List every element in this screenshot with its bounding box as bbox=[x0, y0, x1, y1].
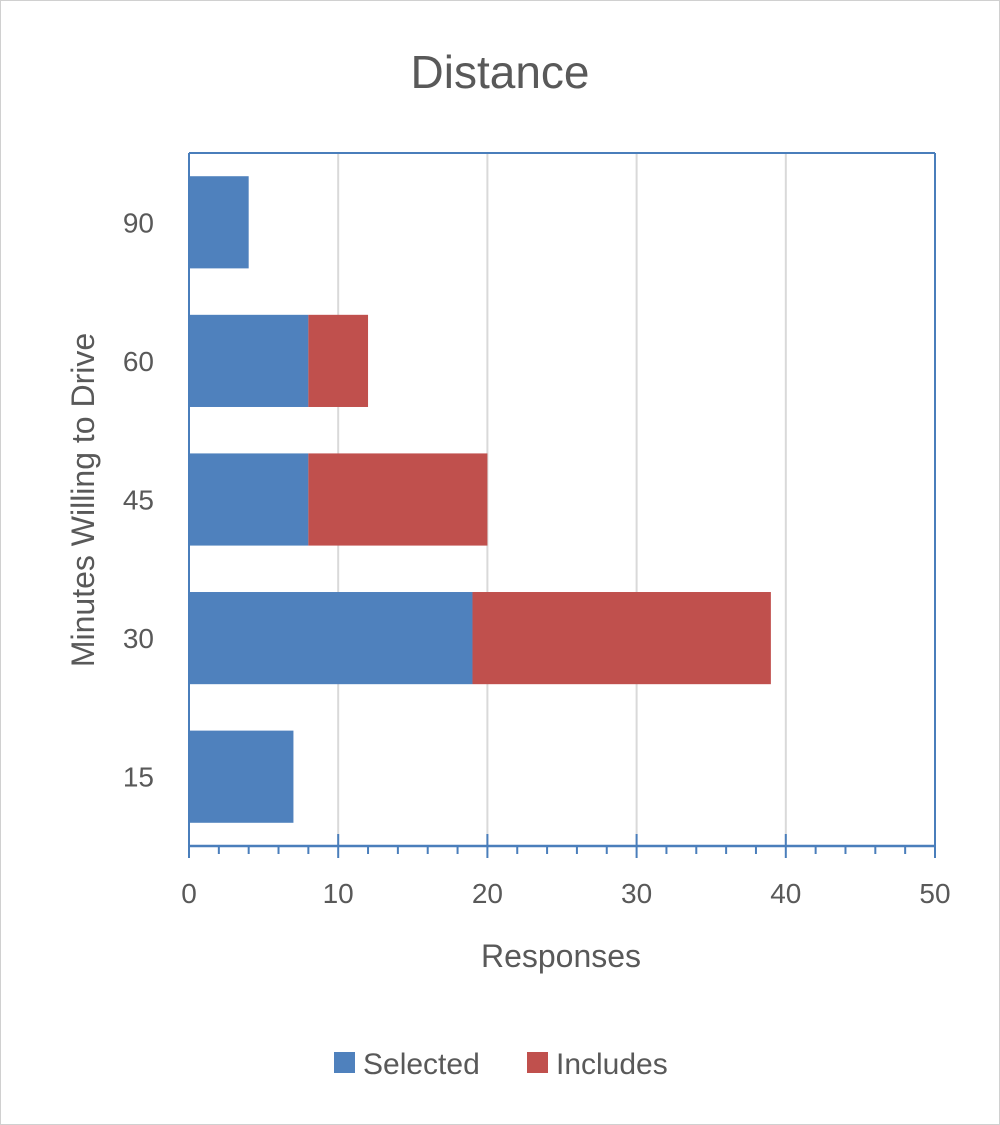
bar-includes-30 bbox=[472, 592, 771, 685]
y-tick-label: 30 bbox=[123, 623, 154, 654]
axes bbox=[188, 152, 936, 858]
y-axis-label: Minutes Willing to Drive bbox=[65, 333, 101, 667]
bars bbox=[189, 176, 771, 823]
chart-title: Distance bbox=[411, 46, 590, 98]
x-tick-label: 30 bbox=[621, 878, 652, 909]
y-tick-labels: 15 30 45 60 90 bbox=[123, 207, 154, 792]
x-tick-label: 40 bbox=[770, 878, 801, 909]
y-tick-label: 15 bbox=[123, 762, 154, 793]
bar-selected-45 bbox=[189, 453, 309, 546]
bar-selected-30 bbox=[189, 592, 473, 685]
bar-includes-45 bbox=[308, 453, 488, 546]
x-tick-label: 10 bbox=[323, 878, 354, 909]
y-tick-label: 60 bbox=[123, 346, 154, 377]
y-tick-label: 45 bbox=[123, 485, 154, 516]
legend-label-selected: Selected bbox=[363, 1048, 480, 1081]
bar-selected-60 bbox=[189, 314, 309, 407]
x-axis-label: Responses bbox=[481, 938, 641, 974]
bar-selected-15 bbox=[189, 730, 294, 823]
bar-selected-90 bbox=[189, 176, 249, 269]
x-tick-labels: 0 10 20 30 40 50 bbox=[181, 878, 950, 909]
bar-includes-60 bbox=[308, 314, 369, 407]
legend: Selected Includes bbox=[334, 1048, 668, 1081]
y-tick-label: 90 bbox=[123, 207, 154, 238]
x-tick-label: 20 bbox=[472, 878, 503, 909]
x-tick-label: 50 bbox=[919, 878, 950, 909]
legend-label-includes: Includes bbox=[556, 1048, 668, 1081]
legend-swatch-selected bbox=[334, 1052, 355, 1073]
x-tick-label: 0 bbox=[181, 878, 197, 909]
legend-swatch-includes bbox=[527, 1052, 548, 1073]
